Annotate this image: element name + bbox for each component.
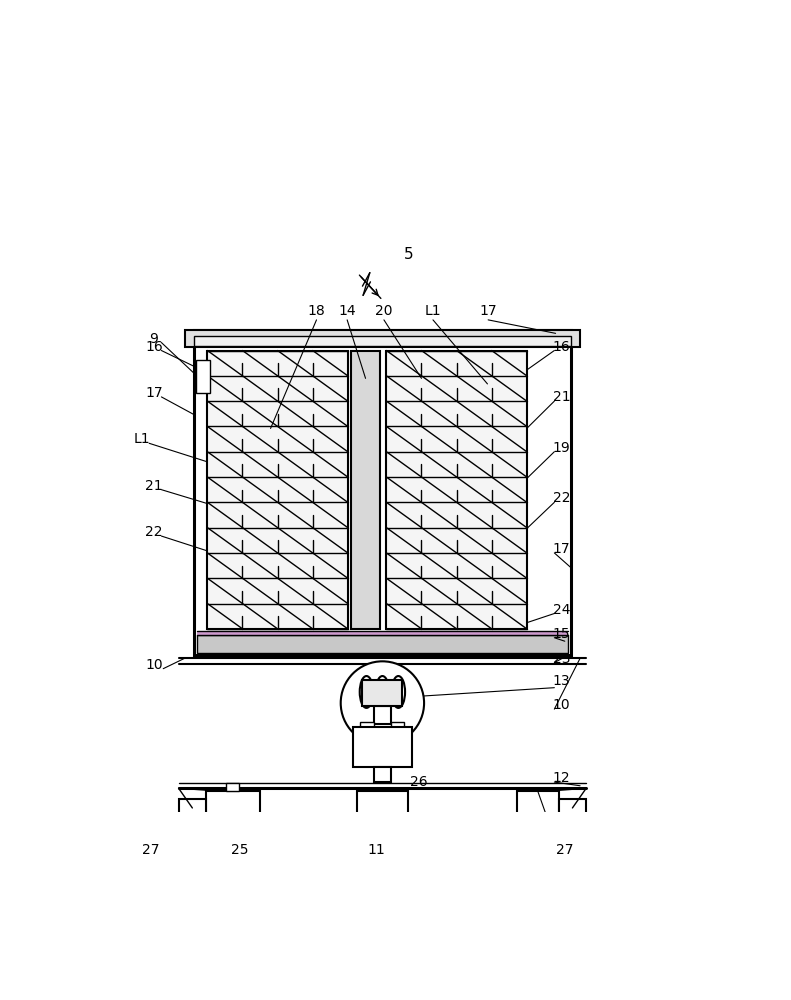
Bar — [374, 767, 391, 782]
Bar — [358, 791, 407, 833]
Text: L1: L1 — [425, 304, 441, 318]
Text: 26: 26 — [411, 775, 428, 789]
Text: 25: 25 — [230, 843, 248, 857]
Ellipse shape — [376, 676, 389, 708]
Text: 15: 15 — [553, 627, 570, 641]
Circle shape — [341, 661, 424, 745]
Bar — [517, 791, 558, 833]
Ellipse shape — [392, 676, 405, 708]
Text: 5: 5 — [403, 247, 413, 262]
Text: 19: 19 — [553, 441, 570, 455]
Text: 17: 17 — [146, 386, 163, 400]
Bar — [207, 351, 348, 629]
Text: 21: 21 — [553, 390, 570, 404]
Text: 14: 14 — [339, 304, 356, 318]
Bar — [362, 680, 403, 706]
Text: 10: 10 — [553, 698, 570, 712]
Bar — [354, 727, 411, 767]
Bar — [194, 336, 571, 346]
Ellipse shape — [360, 676, 373, 708]
Text: 20: 20 — [375, 304, 392, 318]
Text: L1: L1 — [134, 432, 150, 446]
Bar — [386, 351, 527, 629]
Bar — [194, 330, 571, 655]
Text: 13: 13 — [553, 674, 570, 688]
Text: 9: 9 — [149, 332, 158, 346]
Text: 10: 10 — [146, 658, 163, 672]
Text: 27: 27 — [556, 843, 573, 857]
Text: 17: 17 — [479, 304, 497, 318]
Bar — [361, 722, 374, 729]
Text: 23: 23 — [553, 652, 570, 666]
Text: 16: 16 — [146, 340, 163, 354]
Text: 27: 27 — [142, 843, 160, 857]
Text: 22: 22 — [553, 491, 570, 505]
Text: 22: 22 — [146, 525, 163, 539]
Bar — [197, 631, 568, 635]
Bar — [225, 783, 239, 791]
Text: 11: 11 — [367, 843, 385, 857]
Bar — [351, 351, 380, 629]
Bar — [179, 799, 206, 829]
Text: 21: 21 — [146, 479, 163, 493]
Text: 12: 12 — [553, 771, 570, 785]
Bar — [197, 635, 568, 653]
Text: 17: 17 — [553, 542, 570, 556]
Bar — [374, 706, 391, 724]
Bar — [391, 722, 404, 729]
Text: 24: 24 — [553, 603, 570, 617]
Bar — [206, 791, 260, 833]
Bar — [185, 330, 580, 347]
Bar — [196, 360, 210, 393]
Bar — [558, 799, 586, 829]
Text: 16: 16 — [553, 340, 570, 354]
Text: 18: 18 — [308, 304, 325, 318]
